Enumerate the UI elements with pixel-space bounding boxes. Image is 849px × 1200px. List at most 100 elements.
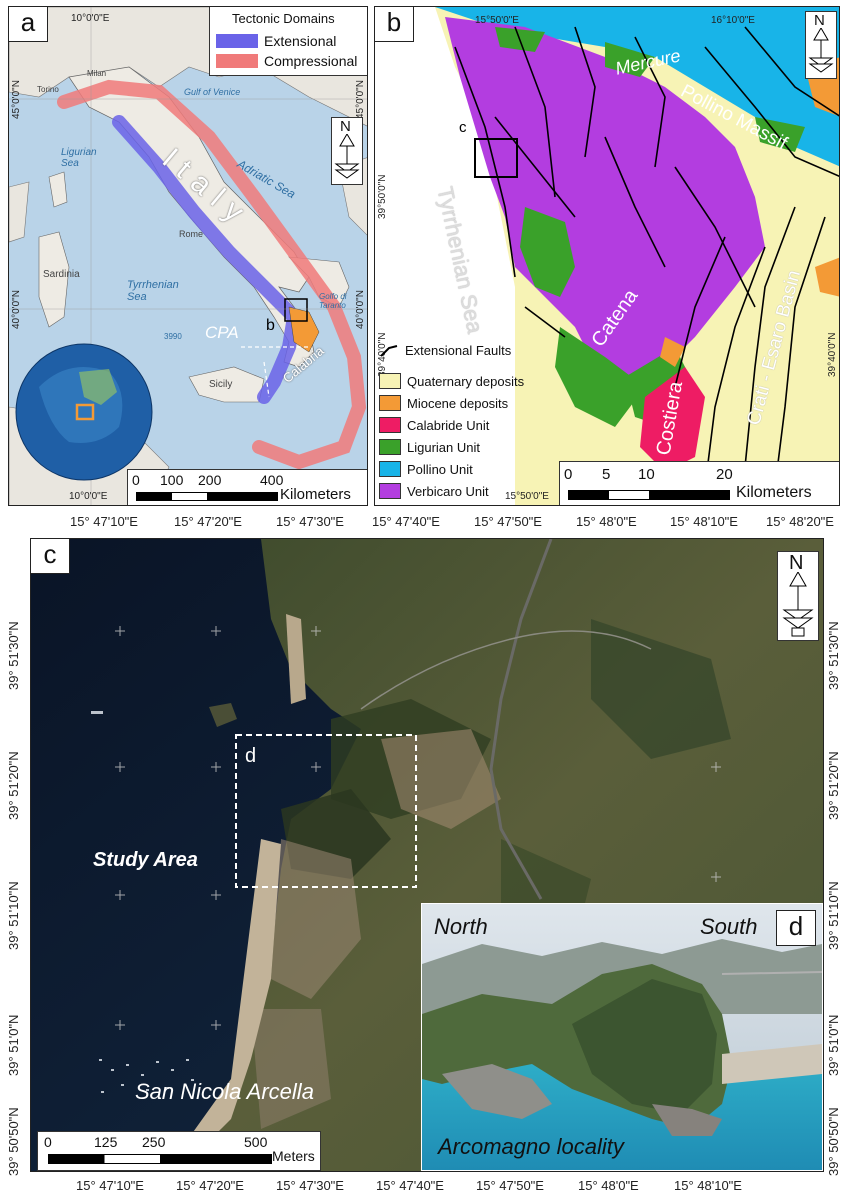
legend-extensional: Extensional — [216, 33, 336, 49]
legend-faults: Extensional Faults — [379, 343, 511, 358]
label-san-nicola: San Nicola Arcella — [135, 1079, 314, 1104]
coord-c-top-2: 15° 47'20"E — [174, 514, 242, 529]
coord-c-right-4: 39° 51'0"N — [826, 1014, 841, 1076]
map-a-graphic — [9, 7, 367, 505]
scale-bar-c: 0 125 250 500 Meters — [37, 1131, 321, 1171]
label-inset-d: d — [245, 745, 257, 767]
scale-c-tick-3: 500 — [244, 1134, 268, 1150]
coord-a-left-2: 40°0'0"N — [11, 290, 22, 329]
label-north: North — [434, 914, 488, 939]
panel-letter-b: b — [375, 7, 414, 42]
coord-c-top-6: 15° 48'0"E — [576, 514, 637, 529]
label-torino: Torino — [37, 85, 59, 94]
coord-c-right-5: 39° 50'50"N — [826, 1107, 841, 1176]
scale-a-bar — [136, 492, 278, 501]
scale-a-tick-0: 0 — [132, 472, 140, 488]
coord-b-right: 39°40'0"N — [827, 332, 838, 378]
panel-a: a Tectonic Domains Extensional Compressi… — [8, 6, 368, 506]
legend-compressional-label: Compressional — [264, 53, 358, 69]
north-letter-b: N — [814, 12, 825, 29]
tectonic-legend-title: Tectonic Domains — [232, 11, 335, 26]
legend-ligurian: Ligurian Unit — [379, 439, 480, 455]
coord-c-bottom-2: 15° 47'20"E — [176, 1178, 244, 1193]
scale-a-tick-1: 100 — [160, 472, 184, 488]
scale-a-unit: Kilometers — [280, 486, 351, 503]
north-arrow-a: N — [331, 117, 363, 185]
legend-calabride: Calabride Unit — [379, 417, 489, 433]
tectonic-legend: Tectonic Domains Extensional Compression… — [209, 7, 367, 76]
coord-a-right-1: 45°0'0"N — [355, 80, 366, 119]
scale-c-bar — [48, 1154, 272, 1164]
coord-c-top-4: 15° 47'40"E — [372, 514, 440, 529]
scale-b-tick-0: 0 — [564, 466, 573, 483]
coord-c-top-3: 15° 47'30"E — [276, 514, 344, 529]
label-study-area: Study Area — [93, 849, 198, 871]
coord-b-left-1: 39°50'0"N — [377, 174, 388, 220]
legend-extensional-swatch — [216, 34, 258, 48]
swatch-pollino — [379, 461, 401, 477]
swatch-verbicaro — [379, 483, 401, 499]
label-depth: 3990 — [164, 332, 182, 341]
panel-letter-a: a — [9, 7, 48, 42]
panel-d: d North South Arcomagno locality — [421, 903, 823, 1171]
legend-pollino-label: Pollino Unit — [407, 461, 473, 477]
coord-c-left-2: 39° 51'20"N — [6, 751, 21, 820]
coord-a-top: 10°0'0"E — [71, 13, 110, 24]
coord-c-bottom-7: 15° 48'10"E — [674, 1178, 742, 1193]
legend-compressional-swatch — [216, 54, 258, 68]
label-tyrrhenian-a: Tyrrhenian Sea — [127, 279, 179, 303]
coord-b-bottom: 15°50'0"E — [505, 491, 549, 502]
label-sicily: Sicily — [209, 379, 233, 390]
coord-a-left-1: 45°0'0"N — [11, 80, 22, 119]
legend-extensional-label: Extensional — [264, 33, 337, 49]
scale-c-tick-1: 125 — [94, 1134, 118, 1150]
scale-c-tick-0: 0 — [44, 1134, 52, 1150]
coord-c-top-1: 15° 47'10"E — [70, 514, 138, 529]
label-inset-c: c — [459, 119, 467, 136]
coord-c-bottom-3: 15° 47'30"E — [276, 1178, 344, 1193]
scale-a-tick-2: 200 — [198, 472, 222, 488]
map-b-graphic — [375, 7, 839, 505]
scale-b-tick-3: 20 — [716, 466, 733, 483]
legend-quaternary: Quaternary deposits — [379, 373, 524, 389]
legend-miocene: Miocene deposits — [379, 395, 508, 411]
label-south: South — [700, 914, 758, 939]
coord-c-left-3: 39° 51'10"N — [6, 881, 21, 950]
scale-b-bar — [568, 490, 730, 500]
panel-letter-c: c — [31, 539, 70, 574]
legend-verbicaro-label: Verbicaro Unit — [407, 483, 489, 499]
scale-c-unit: Meters — [272, 1148, 315, 1164]
coord-b-top-1: 15°50'0"E — [475, 15, 519, 26]
scale-b-tick-1: 5 — [602, 466, 611, 483]
north-letter-c: N — [789, 552, 804, 574]
scale-bar-a: 0 100 200 400 Kilometers — [127, 469, 367, 505]
coord-c-right-1: 39° 51'30"N — [826, 621, 841, 690]
legend-faults-label: Extensional Faults — [405, 343, 512, 358]
coord-c-bottom-1: 15° 47'10"E — [76, 1178, 144, 1193]
label-golfo-taranto: Golfo di Taranto — [319, 292, 347, 310]
scale-bar-b: 0 5 10 20 Kilometers — [559, 461, 839, 505]
swatch-quaternary — [379, 373, 401, 389]
legend-quaternary-label: Quaternary deposits — [407, 373, 525, 389]
coord-c-left-5: 39° 50'50"N — [6, 1107, 21, 1176]
fault-line-icon — [380, 344, 398, 357]
legend-pollino: Pollino Unit — [379, 461, 473, 477]
north-arrow-icon — [782, 572, 814, 637]
label-milan: Milan — [87, 69, 107, 78]
coord-b-top-2: 16°10'0"E — [711, 15, 755, 26]
coord-c-top-8: 15° 48'20"E — [766, 514, 834, 529]
legend-calabride-label: Calabride Unit — [407, 417, 490, 433]
swatch-ligurian — [379, 439, 401, 455]
north-arrow-b: N — [805, 11, 837, 79]
swatch-calabride — [379, 417, 401, 433]
coord-c-bottom-5: 15° 47'50"E — [476, 1178, 544, 1193]
label-inset-b: b — [266, 317, 275, 334]
scale-a-tick-3: 400 — [260, 472, 284, 488]
panel-letter-d: d — [776, 910, 816, 946]
north-letter-a: N — [340, 118, 351, 135]
photo-arcomagno — [422, 904, 822, 1170]
label-ligurian: Ligurian Sea — [61, 147, 97, 169]
coord-c-right-3: 39° 51'10"N — [826, 881, 841, 950]
coord-c-top-7: 15° 48'10"E — [670, 514, 738, 529]
label-gulf-venice: Gulf of Venice — [184, 87, 241, 97]
